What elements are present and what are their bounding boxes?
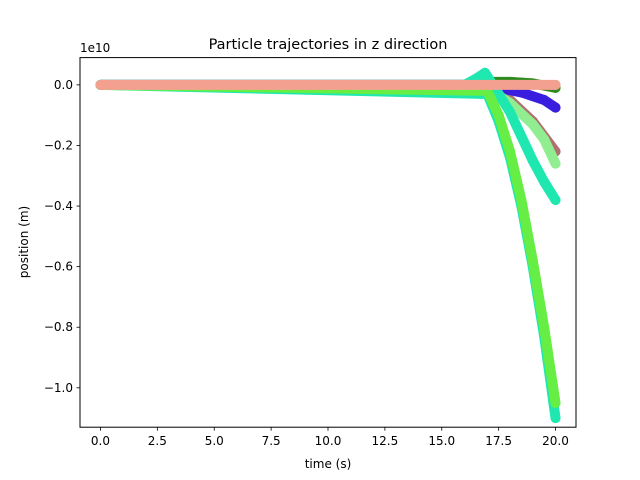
x-tick-label: 7.5 [262, 434, 281, 448]
x-tick-label: 17.5 [485, 434, 512, 448]
series-7-point [550, 397, 561, 408]
y-tick-label: −0.2 [44, 138, 73, 152]
series-5-point [539, 176, 550, 187]
chart-title: Particle trajectories in z direction [209, 37, 448, 53]
series-4-point [527, 119, 538, 130]
y-tick-label: 0.0 [54, 78, 73, 92]
x-tick-label: 5.0 [205, 434, 224, 448]
series-5-point [550, 194, 561, 205]
series-4-point [550, 158, 561, 169]
series-5-point [516, 131, 527, 142]
series-5-point [479, 67, 490, 78]
series-7-point [527, 255, 538, 266]
series-7-point [493, 110, 504, 121]
x-tick-label: 12.5 [372, 434, 399, 448]
plot-area [95, 67, 561, 424]
series-7-point [505, 146, 516, 157]
series-3-point [539, 95, 550, 106]
y-axis-label: position (m) [17, 206, 31, 278]
series-3-point [516, 87, 527, 98]
series-5-point [527, 155, 538, 166]
x-tick-label: 2.5 [148, 434, 167, 448]
y-axis: 0.0 −0.2 −0.4 −0.6 −0.8 −1.0 [44, 78, 80, 395]
series-8-point [95, 79, 106, 90]
x-tick-label: 20.0 [542, 434, 569, 448]
x-tick-label: 10.0 [315, 434, 342, 448]
x-tick-label: 0.0 [91, 434, 110, 448]
y-tick-label: −0.4 [44, 199, 73, 213]
series-3-point [550, 102, 561, 113]
series-8-point [550, 79, 561, 90]
y-tick-label: −1.0 [44, 381, 73, 395]
y-tick-label: −0.8 [44, 320, 73, 334]
y-scale-offset-label: 1e10 [80, 41, 110, 55]
y-tick-label: −0.6 [44, 260, 73, 274]
series-6-point [550, 413, 561, 424]
series-5-point [493, 88, 504, 99]
series-7-point [516, 194, 527, 205]
series-5-point [505, 107, 516, 118]
series-7-trajectory [95, 79, 561, 408]
x-axis: 0.0 2.5 5.0 7.5 10.0 12.5 15.0 17.5 20.0 [91, 427, 569, 448]
x-axis-label: time (s) [305, 457, 352, 471]
x-tick-label: 15.0 [428, 434, 455, 448]
series-6-trajectory [95, 79, 561, 424]
series-7-point [539, 322, 550, 333]
series-4-point [539, 134, 550, 145]
